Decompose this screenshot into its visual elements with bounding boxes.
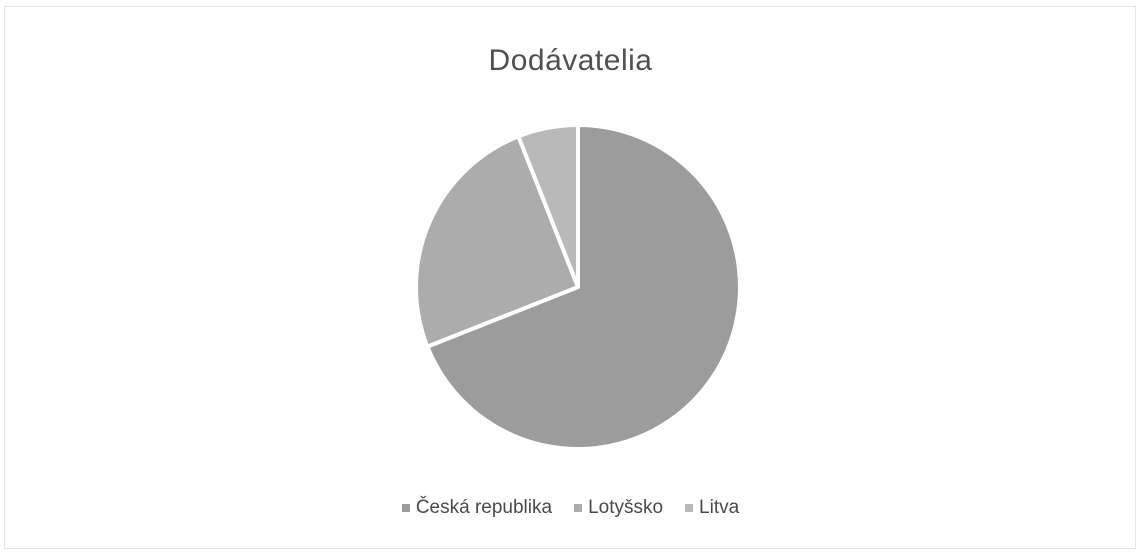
pie-slice-1 [425, 123, 742, 451]
legend-swatch [574, 504, 583, 512]
legend-swatch [401, 504, 410, 512]
legend-item: Česká republika [401, 497, 553, 519]
pie-slice-3 [516, 123, 580, 289]
legend-swatch [685, 504, 694, 512]
legend-label: Lotyšsko [588, 497, 664, 518]
legend-item: Litva [685, 497, 739, 519]
legend-label: Litva [699, 497, 740, 518]
chart-legend: Česká republika Lotyšsko Litva [0, 497, 1141, 519]
legend-label: Česká republika [415, 497, 553, 518]
legend-item: Lotyšsko [574, 497, 663, 519]
chart-title: Dodávatelia [488, 44, 653, 77]
